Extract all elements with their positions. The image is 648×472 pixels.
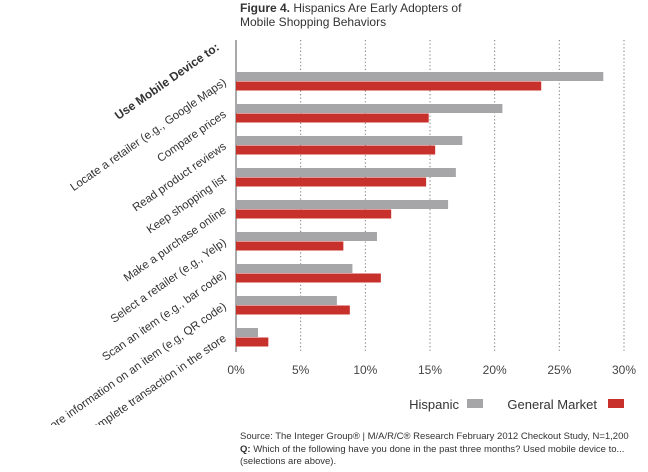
bar-general-market xyxy=(236,145,436,155)
source-text: Source: The Integer Group® | M/A/R/C® Re… xyxy=(240,431,629,442)
figure-title-line2: Mobile Shopping Behaviors xyxy=(240,15,387,29)
legend-label: General Market xyxy=(507,397,597,412)
bar-hispanic xyxy=(236,200,449,209)
bar-hispanic xyxy=(236,264,353,273)
bar-hispanic xyxy=(236,136,463,145)
bar-general-market xyxy=(236,177,427,187)
source-note: Source: The Integer Group® | M/A/R/C® Re… xyxy=(240,431,645,469)
figure-title-line1: Hispanics Are Early Adopters of xyxy=(293,1,462,15)
legend-swatch xyxy=(467,399,483,408)
legend-label: Hispanic xyxy=(409,397,459,412)
x-tick-label: 25% xyxy=(547,363,571,377)
bar-hispanic xyxy=(236,232,377,241)
x-tick-label: 30% xyxy=(612,363,636,377)
question-label: Q: xyxy=(240,443,251,455)
x-tick-label: 20% xyxy=(483,363,507,377)
bar-general-market xyxy=(236,337,269,347)
bar-general-market xyxy=(236,113,429,123)
bar-hispanic xyxy=(236,104,503,113)
x-tick-label: 5% xyxy=(292,363,310,377)
x-tick-label: 15% xyxy=(418,363,442,377)
bar-hispanic xyxy=(236,168,456,177)
category-label: Keep shopping list xyxy=(145,172,230,236)
question-body: Which of the following have you done in … xyxy=(240,443,625,468)
bar-hispanic xyxy=(236,328,258,337)
bar-hispanic xyxy=(236,296,337,305)
x-tick-label: 0% xyxy=(227,363,245,377)
bar-general-market xyxy=(236,81,542,91)
bar-general-market xyxy=(236,305,350,315)
figure-number: Figure 4. xyxy=(240,1,291,15)
bar-general-market xyxy=(236,209,392,219)
bar-chart: 0% 5% 10% 15% 20% 25% 30%Locate a retailer (e.… xyxy=(3,40,636,425)
legend-swatch xyxy=(608,399,624,408)
figure-title: Figure 4. Hispanics Are Early Adopters o… xyxy=(240,1,640,29)
y-header-label: Use Mobile Device to: xyxy=(112,40,222,123)
bar-general-market xyxy=(236,273,381,283)
bar-hispanic xyxy=(236,72,604,81)
bar-general-market xyxy=(236,241,344,251)
question-text: Q: Which of the following have you done … xyxy=(240,444,645,469)
x-tick-label: 10% xyxy=(353,363,377,377)
